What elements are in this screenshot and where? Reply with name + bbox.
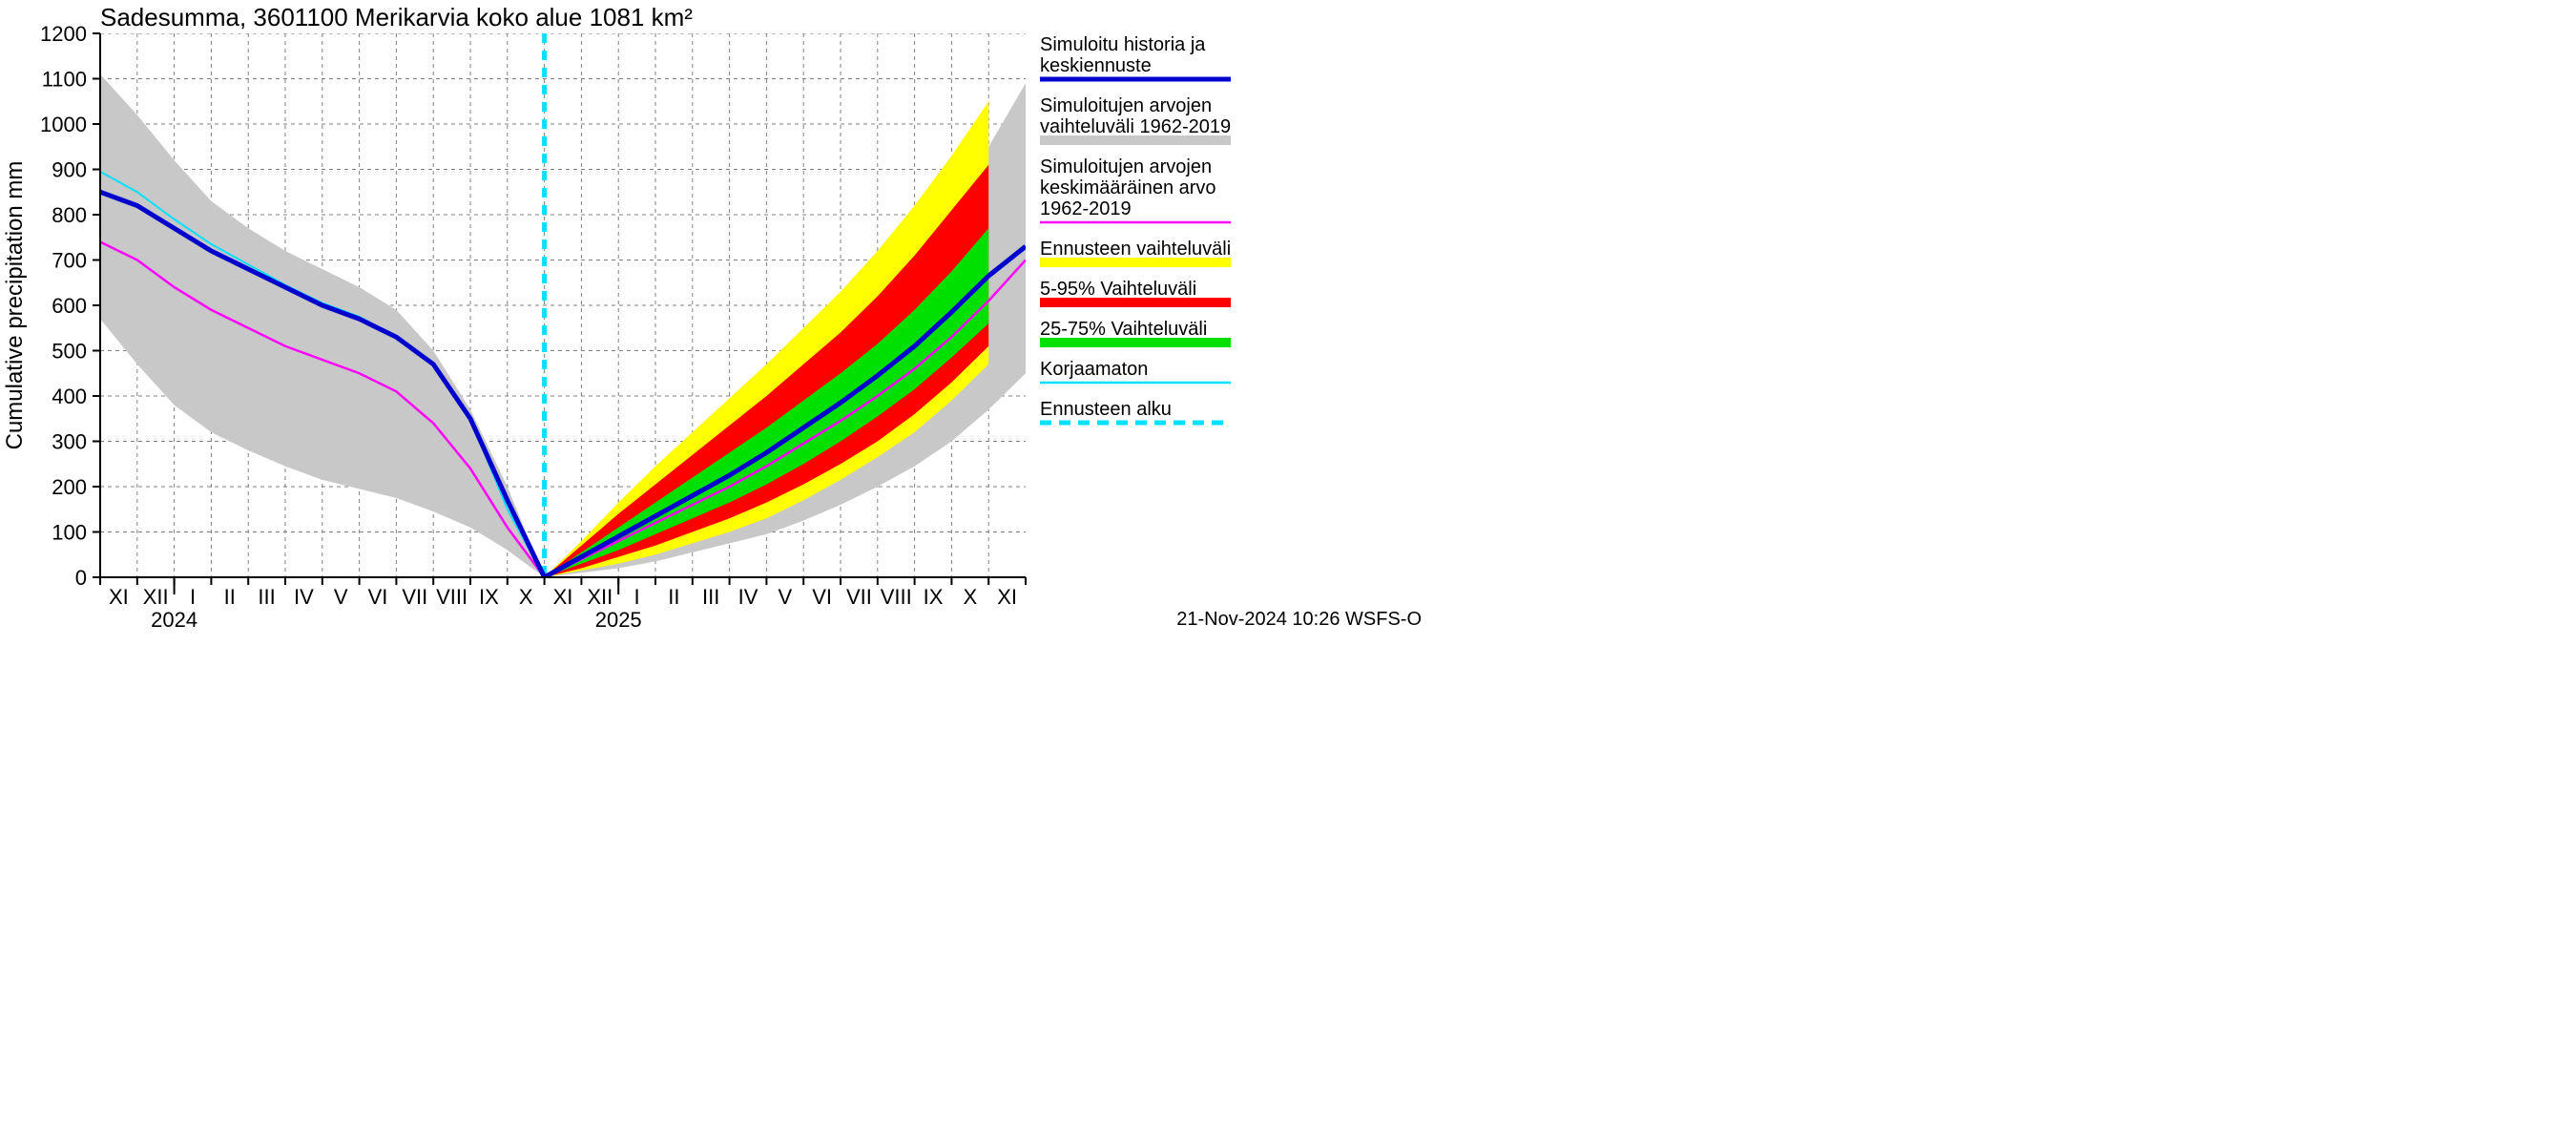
svg-text:VIII: VIII [436, 585, 467, 609]
chart-title: Sadesumma, 3601100 Merikarvia koko alue … [100, 3, 693, 31]
svg-text:II: II [224, 585, 236, 609]
legend-label: 5-95% Vaihteluväli [1040, 279, 1196, 300]
legend-label: Korjaamaton [1040, 359, 1148, 380]
svg-text:2024: 2024 [151, 608, 197, 632]
svg-text:XI: XI [109, 585, 129, 609]
legend-label: 25-75% Vaihteluväli [1040, 319, 1207, 340]
svg-text:700: 700 [52, 249, 87, 273]
svg-text:II: II [668, 585, 679, 609]
svg-text:0: 0 [75, 566, 87, 590]
svg-text:VIII: VIII [881, 585, 912, 609]
svg-text:III: III [702, 585, 719, 609]
svg-text:I: I [190, 585, 196, 609]
legend-label: Simuloitujen arvojen [1040, 95, 1212, 116]
svg-text:1100: 1100 [42, 68, 87, 92]
y-axis-label: Cumulative precipitation mm [2, 161, 28, 450]
legend-swatch [1040, 258, 1231, 267]
svg-text:XII: XII [587, 585, 613, 609]
legend-label: keskimääräinen arvo [1040, 177, 1216, 198]
precipitation-chart: 0 100 200 300 400 500 600 700 800 900 1000 1100 1200… [0, 0, 1431, 636]
svg-text:XI: XI [553, 585, 573, 609]
svg-text:XII: XII [143, 585, 169, 609]
svg-text:IX: IX [479, 585, 499, 609]
svg-text:VII: VII [402, 585, 427, 609]
svg-text:III: III [258, 585, 275, 609]
svg-text:X: X [519, 585, 533, 609]
svg-text:100: 100 [52, 521, 87, 545]
svg-text:IV: IV [738, 585, 758, 609]
svg-text:500: 500 [52, 340, 87, 364]
legend-label: Simuloitu historia ja [1040, 34, 1206, 55]
svg-text:X: X [963, 585, 977, 609]
svg-text:1200: 1200 [40, 22, 87, 46]
legend-swatch [1040, 338, 1231, 347]
svg-text:800: 800 [52, 203, 87, 227]
svg-text:900: 900 [52, 158, 87, 182]
svg-text:VII: VII [846, 585, 872, 609]
svg-text:XI: XI [997, 585, 1017, 609]
svg-text:300: 300 [52, 430, 87, 454]
legend-label: Ennusteen vaihteluväli [1040, 239, 1231, 260]
svg-text:600: 600 [52, 294, 87, 318]
svg-text:VI: VI [812, 585, 832, 609]
chart-footer: 21-Nov-2024 10:26 WSFS-O [1176, 609, 1422, 630]
svg-text:400: 400 [52, 385, 87, 408]
chart-svg: 0 100 200 300 400 500 600 700 800 900 1000 1100 1200… [0, 0, 1431, 636]
svg-text:V: V [334, 585, 348, 609]
svg-text:2025: 2025 [595, 608, 642, 632]
legend-swatch [1040, 298, 1231, 307]
svg-text:V: V [778, 585, 792, 609]
svg-text:I: I [634, 585, 640, 609]
svg-text:1000: 1000 [40, 113, 87, 136]
svg-text:IX: IX [924, 585, 944, 609]
svg-text:VI: VI [368, 585, 388, 609]
svg-text:IV: IV [294, 585, 314, 609]
legend-label: vaihteluväli 1962-2019 [1040, 116, 1231, 137]
legend-label: keskiennuste [1040, 55, 1152, 76]
legend-label: 1962-2019 [1040, 198, 1132, 219]
legend-label: Ennusteen alku [1040, 399, 1172, 420]
svg-text:200: 200 [52, 475, 87, 499]
legend-swatch [1040, 135, 1231, 145]
legend-label: Simuloitujen arvojen [1040, 156, 1212, 177]
